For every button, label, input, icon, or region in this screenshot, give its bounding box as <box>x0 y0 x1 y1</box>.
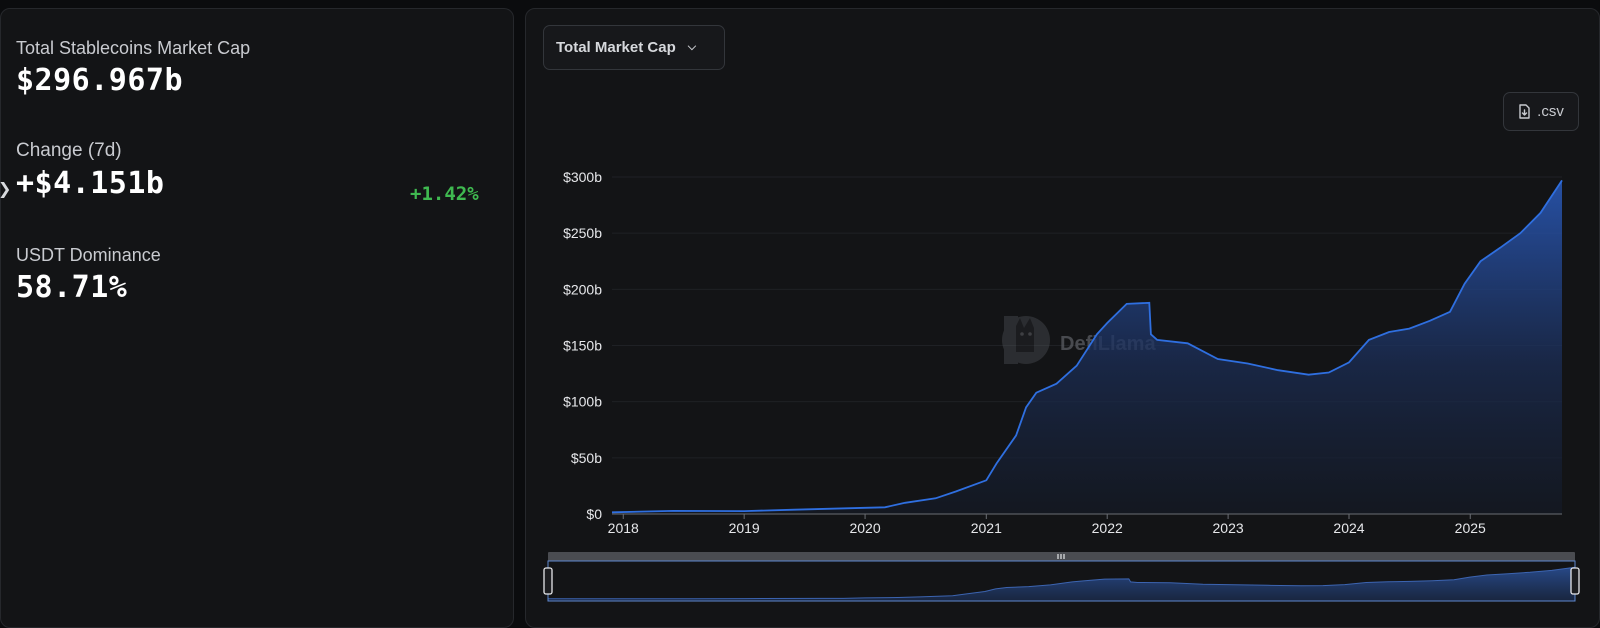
csv-label: .csv <box>1537 103 1564 120</box>
chevron-down-icon: ⌵ <box>687 41 697 53</box>
change-7d-value: +$4.151b <box>16 166 165 201</box>
metric-select-label: Total Market Cap <box>556 39 676 56</box>
usdt-dominance-label: USDT Dominance <box>16 245 161 265</box>
total-mcap-stat: Total Stablecoins Market Cap $296.967b <box>16 37 250 99</box>
file-download-icon <box>1519 104 1530 119</box>
csv-download-button[interactable]: .csv <box>1503 92 1579 131</box>
change-7d-stat: Change (7d) +$4.151b <box>16 140 165 202</box>
change-pct-badge: +1.42% <box>410 183 479 205</box>
metric-select[interactable]: Total Market Cap ⌵ <box>543 25 725 70</box>
usdt-dominance-value: 58.71% <box>16 270 128 305</box>
total-mcap-label: Total Stablecoins Market Cap <box>16 38 251 58</box>
change-7d-label: Change (7d) <box>16 140 122 161</box>
chevron-right-icon[interactable]: ❯ <box>0 179 11 199</box>
total-mcap-value: $296.967b <box>16 63 184 98</box>
usdt-dominance-stat: USDT Dominance 58.71% <box>16 244 161 306</box>
chart-panel <box>525 8 1600 628</box>
stats-panel <box>0 8 514 628</box>
